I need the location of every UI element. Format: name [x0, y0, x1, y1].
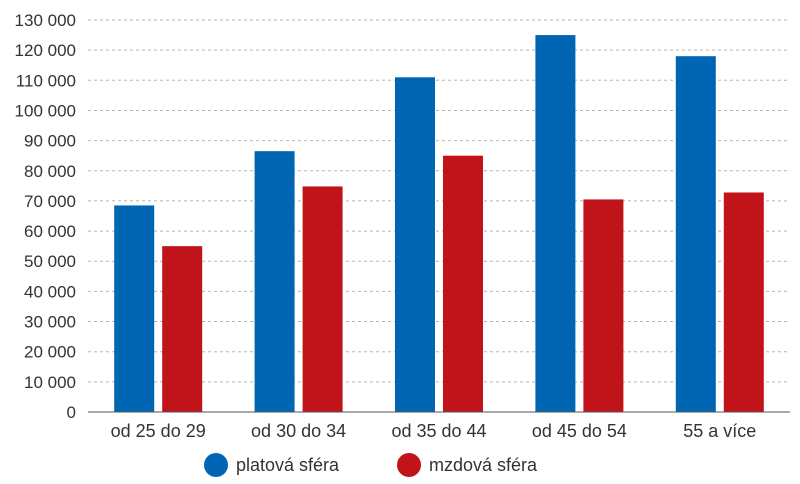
y-tick-label: 120 000 — [15, 41, 76, 60]
legend-label: mzdová sféra — [429, 455, 538, 475]
bar-mzdova-1 — [302, 186, 343, 412]
y-tick-label: 30 000 — [24, 313, 76, 332]
y-tick-label: 80 000 — [24, 162, 76, 181]
y-tick-label: 50 000 — [24, 252, 76, 271]
bar-platova-3 — [535, 35, 576, 412]
bar-platova-4 — [675, 56, 716, 412]
x-category-label: 55 a více — [683, 421, 756, 441]
y-tick-label: 100 000 — [15, 101, 76, 120]
bar-mzdova-2 — [443, 155, 483, 412]
grid-lines — [88, 19, 790, 383]
bar-platova-2 — [395, 77, 435, 413]
legend-label: platová sféra — [236, 455, 340, 475]
y-tick-label: 0 — [67, 403, 76, 422]
bar-platova-1 — [254, 151, 295, 412]
x-category-label: od 25 do 29 — [111, 421, 206, 441]
bar-platova-0 — [114, 205, 155, 412]
y-tick-label: 110 000 — [16, 71, 76, 90]
legend-marker — [204, 453, 228, 477]
y-tick-label: 40 000 — [24, 282, 76, 301]
bar-mzdova-0 — [162, 246, 203, 412]
y-tick-label: 70 000 — [24, 192, 76, 211]
y-tick-label: 90 000 — [24, 132, 76, 151]
x-axis-categories: od 25 do 29 od 30 do 34 od 35 do 44 od 45 d… — [111, 421, 757, 441]
x-category-label: od 45 do 54 — [532, 421, 627, 441]
y-tick-label: 130 000 — [15, 11, 76, 30]
y-tick-label: 60 000 — [24, 222, 76, 241]
x-category-label: od 35 do 44 — [391, 421, 486, 441]
legend: platová sféra mzdová sféra — [204, 453, 538, 477]
bar-mzdova-4 — [723, 192, 764, 412]
legend-marker — [397, 453, 421, 477]
bars — [114, 35, 764, 413]
y-tick-label: 10 000 — [24, 373, 76, 392]
bar-mzdova-3 — [583, 199, 624, 412]
x-category-label: od 30 do 34 — [251, 421, 346, 441]
y-tick-label: 20 000 — [24, 343, 76, 362]
y-axis-ticks: 0 10 000 20 000 30 000 40 000 50 000 60 000 70 … — [15, 11, 76, 422]
